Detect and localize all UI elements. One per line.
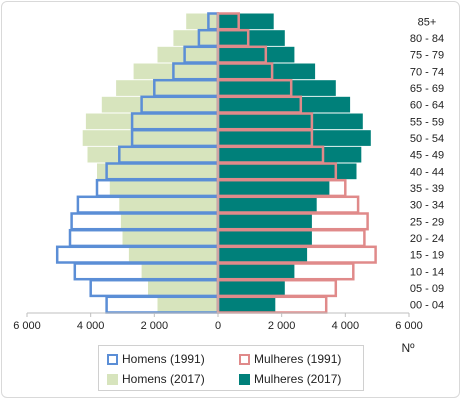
bar-homens-2017-0 bbox=[157, 296, 218, 313]
age-group-label: 00 - 04 bbox=[410, 300, 444, 312]
bar-homens-2017-8 bbox=[97, 163, 218, 180]
x-tick-label: 4 000 bbox=[77, 320, 105, 332]
age-group-label: 45 - 49 bbox=[410, 150, 444, 162]
age-group-label: 05 - 09 bbox=[410, 283, 444, 295]
filled-bars-2017 bbox=[82, 13, 371, 313]
age-group-label: 35 - 39 bbox=[410, 183, 444, 195]
age-group-label: 15 - 19 bbox=[410, 250, 444, 262]
bar-mulheres-2017-17 bbox=[218, 13, 274, 30]
bar-mulheres-2017-16 bbox=[218, 30, 285, 46]
bar-homens-2017-9 bbox=[87, 146, 218, 163]
bar-homens-2017-7 bbox=[109, 180, 218, 196]
bar-homens-2017-1 bbox=[148, 280, 218, 296]
x-tick-label: 2 000 bbox=[141, 320, 169, 332]
legend-item-homens-1991: Homens (1991) bbox=[107, 352, 205, 366]
legend-swatch-mulheres-1991 bbox=[239, 353, 250, 365]
bar-mulheres-2017-2 bbox=[218, 263, 295, 280]
bar-mulheres-2017-8 bbox=[218, 163, 357, 180]
x-tick-label: 0 bbox=[215, 320, 221, 332]
bar-mulheres-2017-13 bbox=[218, 80, 336, 96]
bar-homens-2017-15 bbox=[157, 46, 218, 63]
bar-mulheres-2017-6 bbox=[218, 196, 317, 213]
x-tick-label: 6 000 bbox=[13, 320, 41, 332]
bar-mulheres-2017-10 bbox=[218, 130, 371, 146]
bar-mulheres-2017-9 bbox=[218, 146, 362, 163]
bar-mulheres-2017-1 bbox=[218, 280, 285, 296]
bar-homens-2017-14 bbox=[133, 63, 218, 80]
legend-label-homens-1991: Homens (1991) bbox=[122, 352, 205, 366]
x-tick-label: 6 000 bbox=[395, 320, 423, 332]
x-axis: 6 000 4 000 2 000 0 2 000 4 000 6 000 bbox=[13, 13, 423, 332]
bar-mulheres-2017-12 bbox=[218, 96, 351, 113]
bar-homens-2017-3 bbox=[128, 246, 218, 263]
legend-swatch-mulheres-2017 bbox=[239, 373, 250, 385]
age-group-label: 10 - 14 bbox=[410, 266, 444, 278]
legend-item-mulheres-2017: Mulheres (2017) bbox=[239, 372, 341, 386]
bar-homens-2017-17 bbox=[186, 13, 218, 30]
bar-mulheres-2017-11 bbox=[218, 113, 363, 130]
legend-swatch-homens-2017 bbox=[107, 373, 118, 385]
legend-label-mulheres-2017: Mulheres (2017) bbox=[254, 372, 342, 386]
age-group-label: 65 - 69 bbox=[410, 83, 444, 95]
age-group-label: 25 - 29 bbox=[410, 216, 444, 228]
age-group-label: 40 - 44 bbox=[410, 166, 444, 178]
legend-swatch-homens-1991 bbox=[107, 353, 118, 365]
age-group-labels: 00 - 04 05 - 09 10 - 14 15 - 19 20 - 24 25 - … bbox=[410, 16, 444, 311]
age-group-label: 70 - 74 bbox=[410, 66, 444, 78]
bar-mulheres-2017-0 bbox=[218, 296, 276, 313]
x-axis-title: Nº bbox=[401, 341, 415, 355]
bar-mulheres-2017-5 bbox=[218, 213, 312, 230]
age-group-label: 30 - 34 bbox=[410, 200, 444, 212]
age-group-label: 80 - 84 bbox=[410, 33, 444, 45]
age-group-label: 75 - 79 bbox=[410, 50, 444, 62]
bar-homens-2017-6 bbox=[119, 196, 218, 213]
legend-item-homens-2017: Homens (2017) bbox=[107, 372, 205, 386]
legend-item-mulheres-1991: Mulheres (1991) bbox=[239, 352, 341, 366]
x-tick-label: 4 000 bbox=[332, 320, 360, 332]
bar-mulheres-2017-14 bbox=[218, 63, 316, 80]
bar-mulheres-2017-15 bbox=[218, 46, 295, 63]
bar-mulheres-2017-3 bbox=[218, 246, 308, 263]
chart-legend: Homens (1991) Mulheres (1991) Homens (20… bbox=[98, 345, 364, 391]
bar-mulheres-2017-4 bbox=[218, 230, 312, 246]
legend-label-homens-2017: Homens (2017) bbox=[122, 372, 205, 386]
bar-homens-2017-11 bbox=[85, 113, 219, 130]
bar-homens-2017-10 bbox=[82, 130, 218, 146]
bar-homens-2017-16 bbox=[173, 30, 218, 46]
age-group-label: 20 - 24 bbox=[410, 233, 444, 245]
x-tick-label: 2 000 bbox=[268, 320, 296, 332]
age-group-label: 50 - 54 bbox=[410, 133, 444, 145]
bar-homens-2017-2 bbox=[141, 263, 218, 280]
age-group-label: 55 - 59 bbox=[410, 116, 444, 128]
bar-homens-2017-5 bbox=[120, 213, 218, 230]
bar-homens-2017-4 bbox=[122, 230, 218, 246]
bar-homens-2017-13 bbox=[116, 80, 218, 96]
bar-mulheres-2017-7 bbox=[218, 180, 330, 196]
bar-homens-2017-12 bbox=[101, 96, 218, 113]
legend-label-mulheres-1991: Mulheres (1991) bbox=[254, 352, 342, 366]
age-group-label: 85+ bbox=[418, 16, 437, 28]
age-group-label: 60 - 64 bbox=[410, 100, 444, 112]
